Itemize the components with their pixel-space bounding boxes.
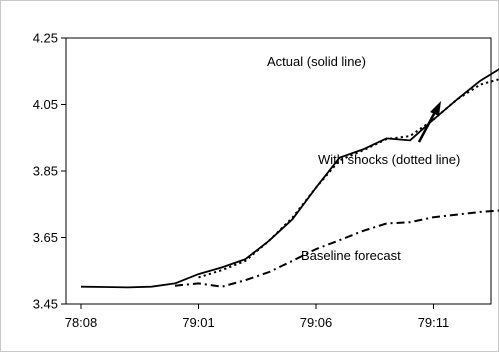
x-tick-label: 79:06 <box>300 315 333 330</box>
y-tick-label: 3.65 <box>33 230 58 245</box>
y-tick-label: 4.05 <box>33 97 58 112</box>
annotation-actual: Actual (solid line) <box>267 54 366 69</box>
series-layer <box>81 54 499 288</box>
axes <box>61 38 499 309</box>
x-tick-label: 78:08 <box>65 315 98 330</box>
annotation-with-shocks: With shocks (dotted line) <box>318 152 460 167</box>
annotation-arrow <box>419 112 435 142</box>
series-line-baseline <box>175 206 499 287</box>
x-tick-label: 79:11 <box>418 315 450 330</box>
x-tick-label: 79:01 <box>182 315 215 330</box>
y-tick-label: 3.85 <box>33 164 58 179</box>
y-tick-label: 4.25 <box>33 31 58 46</box>
annotation-baseline: Baseline forecast <box>301 248 401 263</box>
y-tick-label: 3.45 <box>33 297 58 312</box>
plot-area-border <box>66 38 491 304</box>
tick-labels: 3.45 3.65 3.85 4.05 4.25 78:08 79:01 79:06 79:11… <box>33 31 499 331</box>
series-line-actual <box>81 54 499 288</box>
